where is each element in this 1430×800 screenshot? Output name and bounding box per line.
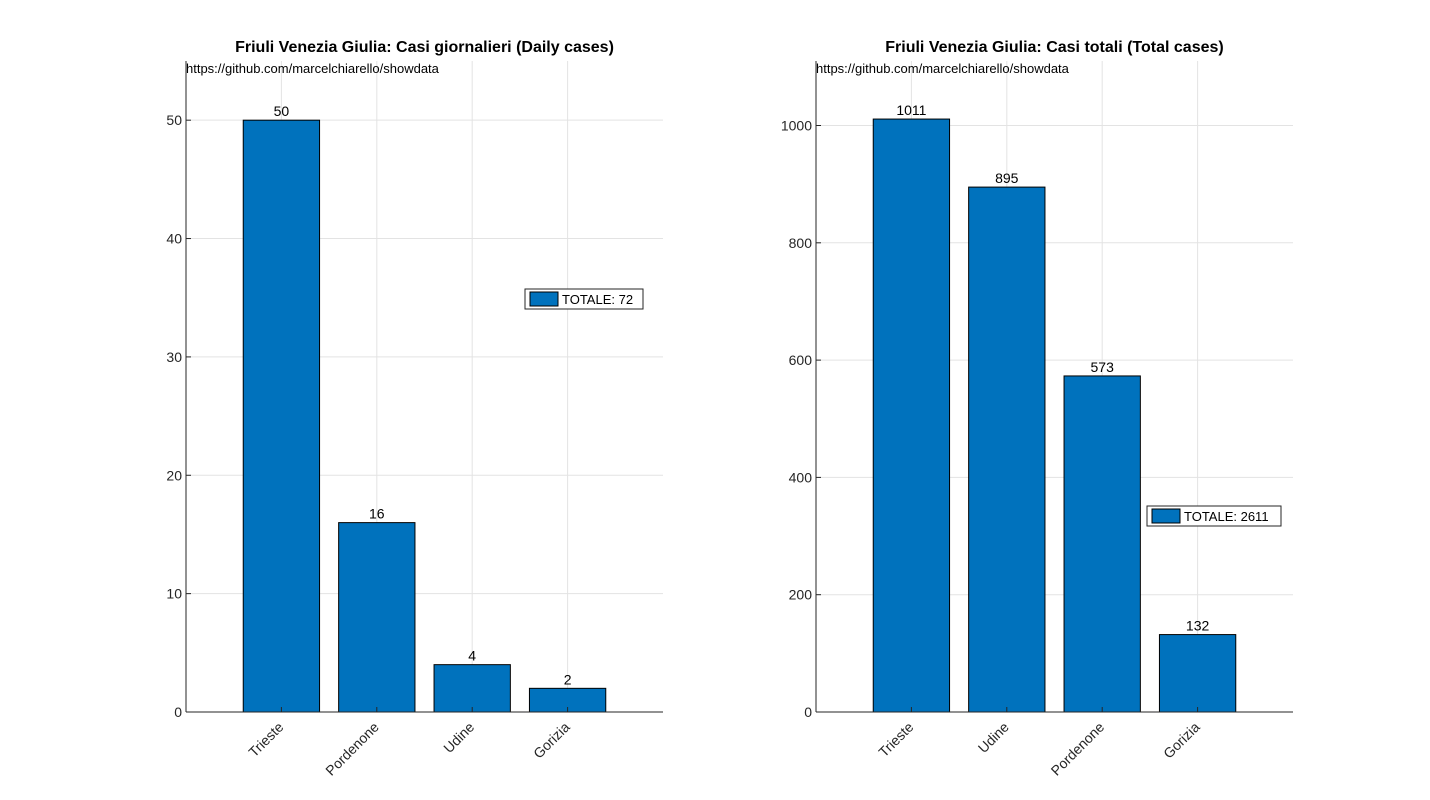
bar-pordenone [338,522,416,713]
y-tick-label: 0 [804,704,812,720]
chart-title: Friuli Venezia Giulia: Casi giornalieri … [235,39,614,56]
y-tick-label: 50 [166,112,182,128]
y-tick-label: 10 [166,586,182,602]
legend-swatch [1151,508,1181,524]
x-tick-label: Gorizia [1160,719,1203,762]
x-tick-label: Trieste [875,719,916,760]
x-tick-label: Pordenone [1048,719,1108,779]
legend: TOTALE: 72 [524,288,644,310]
y-tick-label: 200 [789,587,813,603]
data-label: 895 [995,170,1019,186]
chart-total-cases: Friuli Venezia Giulia: Casi totali (Tota… [781,39,1293,779]
x-tick-label: Udine [440,719,477,756]
data-label: 50 [274,103,290,119]
data-label: 573 [1091,359,1115,375]
bar-pordenone [1063,375,1141,713]
legend: TOTALE: 2611 [1146,505,1282,527]
data-label: 1011 [896,102,926,118]
y-tick-label: 0 [174,704,182,720]
legend-label: TOTALE: 2611 [1184,509,1269,524]
chart-title: Friuli Venezia Giulia: Casi totali (Tota… [885,39,1223,56]
bar-udine [433,664,511,713]
bar-gorizia [1158,634,1237,713]
data-label: 2 [564,671,572,687]
y-tick-label: 800 [789,235,813,251]
source-note: https://github.com/marcelchiarello/showd… [186,61,440,76]
x-tick-label: Pordenone [322,719,382,779]
y-tick-label: 30 [166,349,182,365]
legend-swatch [529,291,559,307]
y-tick-label: 20 [166,467,182,483]
x-tick-label: Udine [975,719,1012,756]
y-tick-label: 1000 [781,118,812,134]
x-tick-label: Gorizia [530,719,573,762]
source-note: https://github.com/marcelchiarello/showd… [816,61,1070,76]
x-tick-label: Trieste [245,719,286,760]
chart-daily-cases: Friuli Venezia Giulia: Casi giornalieri … [166,39,663,779]
y-tick-label: 600 [789,352,813,368]
data-label: 132 [1186,618,1210,634]
data-label: 4 [468,648,476,664]
bar-trieste [242,119,321,713]
y-tick-label: 40 [166,231,182,247]
bar-trieste [872,118,951,713]
data-label: 16 [369,506,385,522]
bar-udine [968,186,1046,713]
y-tick-label: 400 [789,469,813,485]
legend-label: TOTALE: 72 [562,292,633,307]
